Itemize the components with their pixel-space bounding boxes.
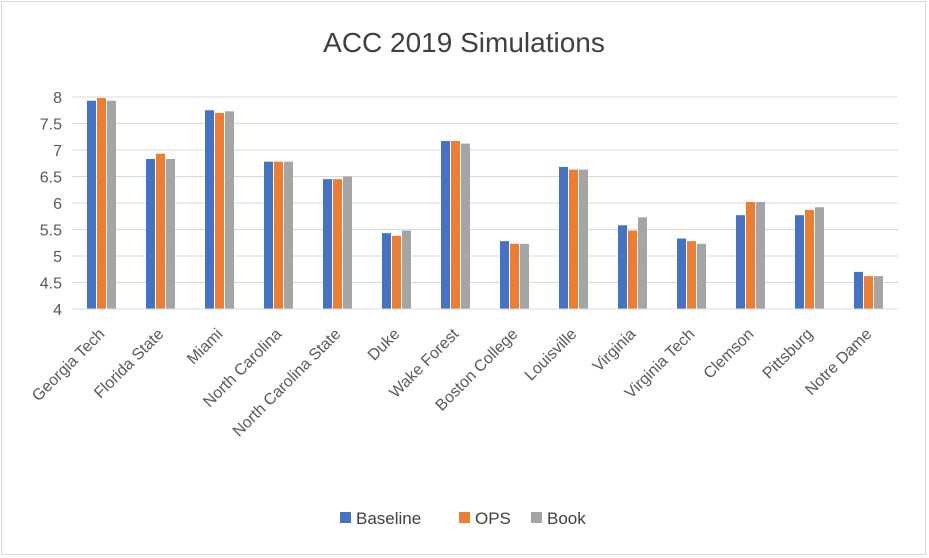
y-tick-label: 8 [53, 90, 62, 107]
legend-label-ops: OPS [475, 509, 511, 528]
bar-book-north-carolina-state [343, 176, 352, 309]
gridlines [72, 96, 898, 310]
y-tick-label: 7 [53, 143, 62, 160]
bar-ops-north-carolina-state [333, 179, 342, 309]
bar-ops-clemson [746, 201, 755, 309]
bar-book-north-carolina [284, 161, 293, 309]
bar-baseline-north-carolina [264, 161, 273, 309]
bar-ops-duke [392, 235, 401, 309]
bar-baseline-boston-college [500, 241, 509, 309]
bar-book-florida-state [166, 159, 175, 309]
bar-ops-boston-college [510, 243, 519, 309]
chart-title: ACC 2019 Simulations [323, 27, 605, 58]
bar-baseline-notre-dame [854, 271, 863, 309]
bar-baseline-louisville [559, 166, 568, 309]
bar-ops-wake-forest [451, 140, 460, 309]
bar-baseline-virginia-tech [677, 238, 686, 309]
y-axis: 4 4.5 5 5.5 6 6.5 7 7.5 8 [40, 90, 62, 319]
bar-baseline-florida-state [146, 159, 155, 309]
bar-book-georgia-tech [107, 100, 116, 310]
x-tick-label: Virginia [590, 326, 640, 376]
bar-baseline-miami [205, 110, 214, 309]
bar-baseline-georgia-tech [87, 100, 96, 310]
bar-ops-florida-state [156, 153, 165, 309]
bar-book-duke [402, 230, 411, 309]
legend: Baseline OPS Book [340, 509, 586, 528]
y-tick-label: 7.5 [40, 117, 62, 134]
bar-baseline-clemson [736, 215, 745, 309]
bar-baseline-wake-forest [441, 140, 450, 309]
bar-book-wake-forest [461, 143, 470, 309]
bar-ops-north-carolina [274, 161, 283, 309]
bar-baseline-duke [382, 233, 391, 309]
bar-book-louisville [579, 169, 588, 309]
y-tick-label: 5 [53, 249, 62, 266]
bar-book-virginia-tech [697, 243, 706, 309]
x-tick-label: Clemson [701, 326, 758, 383]
legend-label-book: Book [547, 509, 586, 528]
x-tick-label: Louisville [522, 326, 581, 385]
bar-book-clemson [756, 201, 765, 309]
bar-book-virginia [638, 217, 647, 309]
x-tick-label: Pittsburg [760, 326, 817, 383]
bars [87, 98, 883, 310]
legend-swatch-ops [459, 512, 470, 523]
legend-swatch-baseline [340, 512, 351, 523]
y-tick-label: 6.5 [40, 170, 62, 187]
bar-baseline-virginia [618, 225, 627, 309]
x-tick-label: Miami [184, 326, 226, 368]
bar-book-pittsburg [815, 207, 824, 309]
x-tick-label: Duke [365, 326, 404, 365]
bar-ops-miami [215, 112, 224, 310]
bar-ops-pittsburg [805, 209, 814, 309]
x-tick-label: North Carolina State [230, 326, 345, 441]
bar-ops-georgia-tech [97, 98, 106, 309]
y-tick-label: 4.5 [40, 276, 62, 293]
bar-ops-virginia [628, 230, 637, 309]
y-tick-label: 4 [53, 302, 62, 319]
bar-ops-louisville [569, 169, 578, 309]
bar-book-notre-dame [874, 276, 883, 309]
legend-label-baseline: Baseline [356, 509, 421, 528]
y-tick-label: 6 [53, 196, 62, 213]
legend-swatch-book [531, 512, 542, 523]
bar-ops-virginia-tech [687, 241, 696, 309]
bar-baseline-north-carolina-state [323, 179, 332, 309]
y-tick-label: 5.5 [40, 223, 62, 240]
bar-baseline-pittsburg [795, 215, 804, 309]
bar-ops-notre-dame [864, 276, 873, 309]
bar-book-boston-college [520, 243, 529, 309]
bar-book-miami [225, 111, 234, 309]
